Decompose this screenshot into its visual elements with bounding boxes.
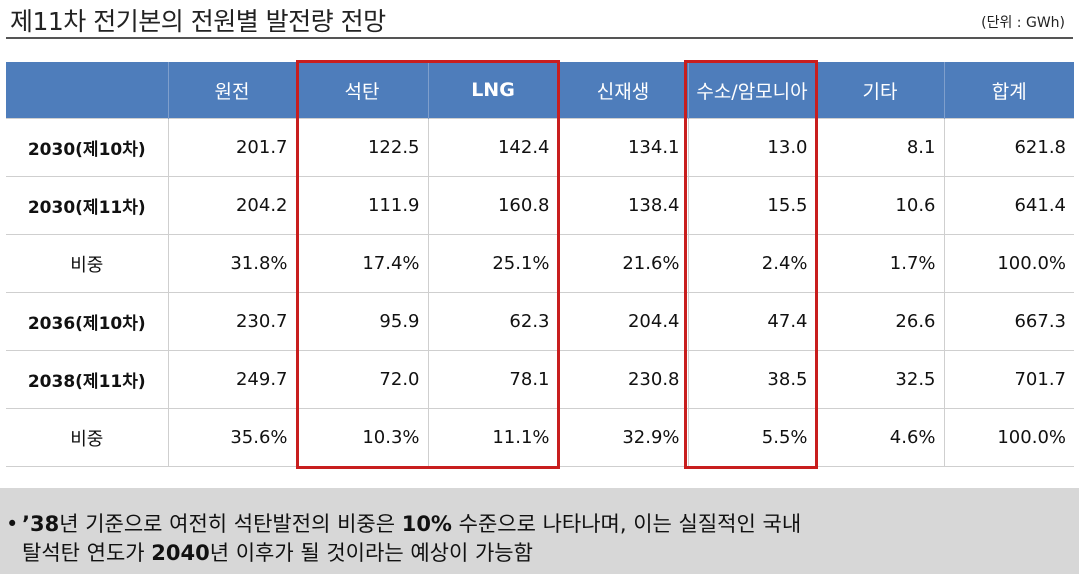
cell-renewable: 21.6% bbox=[557, 234, 688, 293]
cell-lng: 62.3 bbox=[427, 292, 558, 351]
header-other: 기타 bbox=[815, 62, 944, 119]
cell-other: 32.5 bbox=[815, 350, 944, 409]
row-label: 2036(제10차) bbox=[6, 292, 168, 351]
cell-lng: 160.8 bbox=[427, 176, 558, 235]
cell-renewable: 204.4 bbox=[557, 292, 688, 351]
cell-other: 4.6% bbox=[815, 408, 944, 467]
cell-total: 621.8 bbox=[943, 118, 1074, 177]
cell-nuclear: 204.2 bbox=[167, 176, 296, 235]
table-row: 비중 31.8% 17.4% 25.1% 21.6% 2.4% 1.7% 100… bbox=[6, 234, 1074, 293]
table-header-row: 원전 석탄 LNG 신재생 수소/암모니아 기타 합계 bbox=[6, 62, 1074, 119]
cell-lng: 142.4 bbox=[427, 118, 558, 177]
generation-table: 원전 석탄 LNG 신재생 수소/암모니아 기타 합계 2030(제10차) 2… bbox=[6, 62, 1074, 467]
cell-other: 1.7% bbox=[815, 234, 944, 293]
header-nuclear: 원전 bbox=[167, 62, 296, 119]
cell-total: 667.3 bbox=[943, 292, 1074, 351]
summary-note: • ’38년 기준으로 여전히 석탄발전의 비중은 10% 수준으로 나타나며,… bbox=[0, 488, 1079, 574]
row-label: 2030(제10차) bbox=[6, 118, 168, 177]
cell-nuclear: 31.8% bbox=[167, 234, 296, 293]
cell-coal: 111.9 bbox=[295, 176, 428, 235]
cell-lng: 25.1% bbox=[427, 234, 558, 293]
cell-other: 8.1 bbox=[815, 118, 944, 177]
page-title: 제11차 전기본의 전원별 발전량 전망 bbox=[10, 7, 386, 36]
cell-coal: 10.3% bbox=[295, 408, 428, 467]
cell-total: 100.0% bbox=[943, 234, 1074, 293]
coal-lng-highlight-box bbox=[296, 60, 560, 469]
hydrogen-ammonia-highlight-box bbox=[684, 60, 818, 469]
cell-total: 701.7 bbox=[943, 350, 1074, 409]
summary-text: • ’38년 기준으로 여전히 석탄발전의 비중은 10% 수준으로 나타나며,… bbox=[6, 510, 802, 568]
note-year-ref: ’38 bbox=[22, 512, 60, 536]
cell-nuclear: 201.7 bbox=[167, 118, 296, 177]
cell-lng: 11.1% bbox=[427, 408, 558, 467]
header-lng: LNG bbox=[427, 62, 558, 119]
note-text-4: 년 이후가 될 것이라는 예상이 가능함 bbox=[209, 541, 533, 565]
cell-lng: 78.1 bbox=[427, 350, 558, 409]
row-label: 2038(제11차) bbox=[6, 350, 168, 409]
row-label: 비중 bbox=[6, 408, 168, 467]
header-corner bbox=[6, 62, 168, 119]
table-row: 2038(제11차) 249.7 72.0 78.1 230.8 38.5 32… bbox=[6, 350, 1074, 409]
cell-other: 26.6 bbox=[815, 292, 944, 351]
row-label: 비중 bbox=[6, 234, 168, 293]
cell-hydrogen-ammonia: 5.5% bbox=[687, 408, 816, 467]
unit-label: (단위 : GWh) bbox=[981, 15, 1065, 31]
note-text-2: 수준으로 나타나며, 이는 실질적인 국내 bbox=[451, 512, 802, 536]
row-label: 2030(제11차) bbox=[6, 176, 168, 235]
cell-renewable: 32.9% bbox=[557, 408, 688, 467]
note-target-year: 2040 bbox=[151, 541, 210, 565]
table-row: 2030(제10차) 201.7 122.5 142.4 134.1 13.0 … bbox=[6, 118, 1074, 177]
table-row: 2030(제11차) 204.2 111.9 160.8 138.4 15.5 … bbox=[6, 176, 1074, 235]
cell-hydrogen-ammonia: 38.5 bbox=[687, 350, 816, 409]
cell-nuclear: 230.7 bbox=[167, 292, 296, 351]
cell-nuclear: 249.7 bbox=[167, 350, 296, 409]
cell-hydrogen-ammonia: 2.4% bbox=[687, 234, 816, 293]
cell-hydrogen-ammonia: 13.0 bbox=[687, 118, 816, 177]
header-total: 합계 bbox=[943, 62, 1074, 119]
cell-total: 641.4 bbox=[943, 176, 1074, 235]
cell-nuclear: 35.6% bbox=[167, 408, 296, 467]
header-renewable: 신재생 bbox=[557, 62, 688, 119]
cell-other: 10.6 bbox=[815, 176, 944, 235]
header-hydrogen-ammonia: 수소/암모니아 bbox=[687, 62, 816, 119]
title-divider bbox=[6, 37, 1073, 39]
header-coal: 석탄 bbox=[295, 62, 428, 119]
cell-total: 100.0% bbox=[943, 408, 1074, 467]
table-row: 비중 35.6% 10.3% 11.1% 32.9% 5.5% 4.6% 100… bbox=[6, 408, 1074, 467]
note-coal-share: 10% bbox=[401, 512, 452, 536]
cell-coal: 72.0 bbox=[295, 350, 428, 409]
cell-hydrogen-ammonia: 47.4 bbox=[687, 292, 816, 351]
table-row: 2036(제10차) 230.7 95.9 62.3 204.4 47.4 26… bbox=[6, 292, 1074, 351]
bullet-mark: • bbox=[6, 512, 19, 536]
cell-renewable: 138.4 bbox=[557, 176, 688, 235]
cell-renewable: 134.1 bbox=[557, 118, 688, 177]
cell-hydrogen-ammonia: 15.5 bbox=[687, 176, 816, 235]
cell-coal: 122.5 bbox=[295, 118, 428, 177]
note-text-1: 년 기준으로 여전히 석탄발전의 비중은 bbox=[59, 512, 402, 536]
cell-renewable: 230.8 bbox=[557, 350, 688, 409]
note-text-3: 탈석탄 연도가 bbox=[22, 541, 152, 565]
